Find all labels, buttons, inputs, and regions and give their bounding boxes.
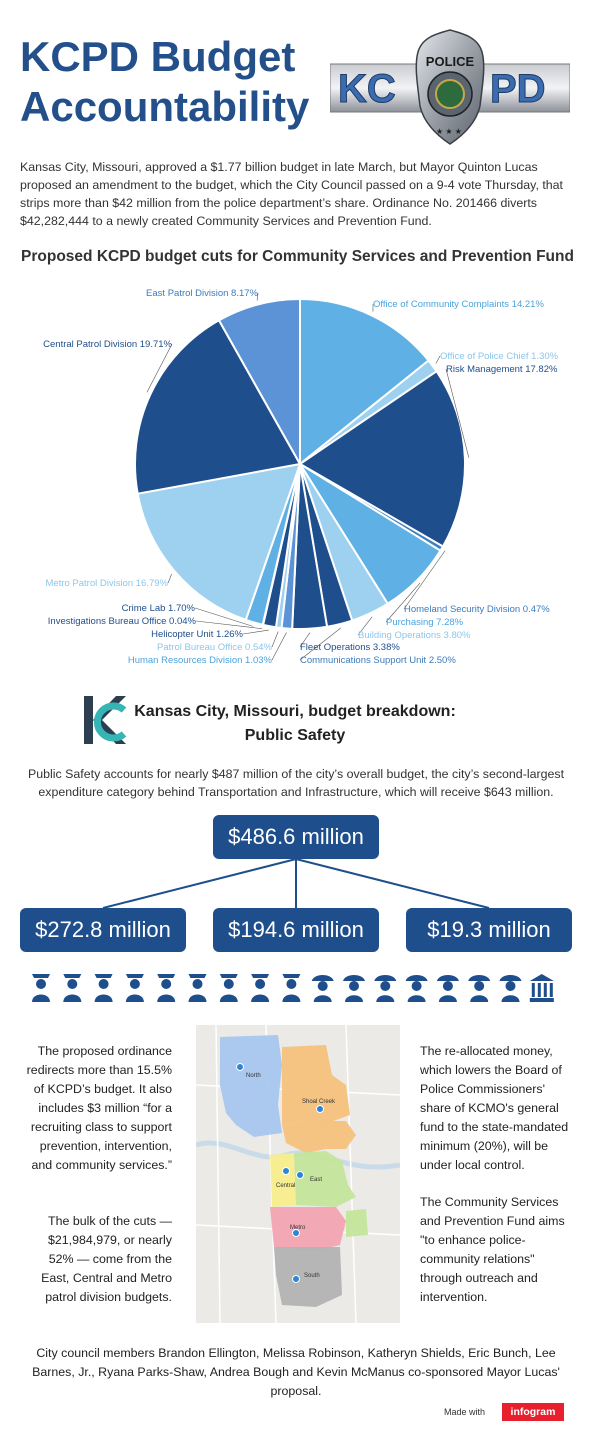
fire-budget-box: $194.6 million bbox=[213, 908, 379, 952]
svg-text:POLICE: POLICE bbox=[426, 54, 475, 69]
firefighter-icon bbox=[468, 975, 491, 1002]
pie-label-risk-management: Risk Management 17.82% bbox=[446, 364, 558, 375]
note-ordinance-redirect: The proposed ordinance redirects more th… bbox=[26, 1044, 172, 1172]
pie-leader-line bbox=[271, 631, 279, 648]
intro-paragraph: Kansas City, Missouri, approved a $1.77 … bbox=[20, 160, 563, 228]
police-officer-icon bbox=[125, 974, 144, 1002]
pie-label-east-patrol-division: East Patrol Division 8.17% bbox=[146, 288, 258, 299]
metro-division-area bbox=[270, 1207, 346, 1251]
pie-leader-line bbox=[256, 292, 259, 301]
north-division-area bbox=[220, 1035, 282, 1137]
footer-cosponsors: City council members Brandon Ellington, … bbox=[32, 1346, 560, 1398]
police-officer-icon bbox=[157, 974, 176, 1002]
map-label-central: Central bbox=[276, 1183, 295, 1189]
kcpd-badge-logo: KC PD POLICE ★ ★ ★ bbox=[330, 29, 570, 145]
map-label-shoal-creek: Shoal Creek bbox=[302, 1099, 336, 1105]
kcmo-logo-icon bbox=[84, 696, 127, 744]
pie-slice-office-of-community-complaints bbox=[299, 297, 430, 467]
pie-leader-line bbox=[385, 582, 421, 623]
pie-slice-risk-management bbox=[298, 369, 466, 548]
patrol-division-map: North Shoal Creek Central East Metro Sou… bbox=[196, 1025, 400, 1323]
pie-leader-line bbox=[445, 368, 470, 458]
pie-label-communications-support-unit: Communications Support Unit 2.50% bbox=[300, 655, 456, 666]
infogram-logo-link[interactable]: infogram bbox=[502, 1403, 564, 1421]
public-safety-total-box: $486.6 million bbox=[213, 815, 379, 859]
pie-label-building-operations: Building Operations 3.80% bbox=[358, 630, 471, 641]
pie-leader-line bbox=[435, 355, 441, 364]
budget-cuts-pie-chart: Office of Community Complaints 14.21% Off… bbox=[43, 288, 559, 666]
public-safety-description: Public Safety accounts for nearly $487 m… bbox=[27, 767, 565, 799]
pie-slice-central-patrol-division bbox=[134, 318, 302, 495]
public-safety-title-line1: Kansas City, Missouri, budget breakdown: bbox=[134, 703, 456, 720]
note-reallocated-money: The re-allocated money, which lowers the… bbox=[420, 1044, 569, 1172]
police-officer-icon bbox=[94, 974, 113, 1002]
municipal-court-icon bbox=[529, 974, 554, 1002]
south-division-area bbox=[274, 1247, 342, 1307]
note-prevention-fund-aim: The Community Services and Prevention Fu… bbox=[420, 1195, 565, 1304]
pie-label-metro-patrol-division: Metro Patrol Division 16.79% bbox=[46, 578, 169, 589]
pie-label-central-patrol-division: Central Patrol Division 19.71% bbox=[43, 339, 172, 350]
pie-label-fleet-operations: Fleet Operations 3.38% bbox=[300, 642, 400, 653]
pie-leader-line bbox=[299, 627, 341, 661]
pie-slice-east-patrol-division bbox=[217, 297, 301, 468]
map-label-south: South bbox=[304, 1273, 320, 1279]
map-label-metro: Metro bbox=[290, 1225, 306, 1231]
pie-label-crime-lab: Crime Lab 1.70% bbox=[122, 603, 196, 614]
police-officer-icon bbox=[188, 974, 207, 1002]
firefighter-icon bbox=[374, 975, 397, 1002]
pie-label-office-of-community-complaints: Office of Community Complaints 14.21% bbox=[373, 299, 544, 310]
firefighter-icon bbox=[343, 975, 365, 1002]
pie-slice-metro-patrol-division bbox=[136, 462, 302, 622]
page-title: KCPD Budget Accountability bbox=[20, 33, 310, 130]
pie-leader-line bbox=[299, 632, 311, 648]
shoal-creek-south-area bbox=[282, 1121, 356, 1153]
pie-label-patrol-bureau-office: Patrol Bureau Office 0.54% bbox=[157, 642, 272, 653]
pie-label-office-of-police-chief: Office of Police Chief 1.30% bbox=[440, 351, 559, 362]
pie-leader-line bbox=[194, 607, 254, 627]
firefighter-icon bbox=[499, 975, 522, 1002]
east-division-area bbox=[294, 1151, 356, 1207]
firefighter-icon bbox=[311, 975, 334, 1002]
pie-leader-line bbox=[195, 620, 263, 629]
pie-leader-line bbox=[167, 573, 172, 584]
map-label-east: East bbox=[310, 1177, 322, 1183]
police-officer-icon bbox=[219, 974, 238, 1002]
svg-text:★ ★ ★: ★ ★ ★ bbox=[436, 127, 462, 136]
pie-leader-line bbox=[242, 629, 269, 635]
firefighter-icon bbox=[405, 975, 428, 1002]
pie-label-helicopter-unit: Helicopter Unit 1.26% bbox=[151, 629, 243, 640]
pie-chart-title: Proposed KCPD budget cuts for Community … bbox=[21, 248, 574, 265]
police-officer-icon bbox=[282, 974, 301, 1002]
public-safety-title: Kansas City, Missouri, budget breakdown:… bbox=[130, 700, 460, 748]
police-officer-icon bbox=[251, 974, 270, 1002]
public-safety-title-line2: Public Safety bbox=[244, 727, 346, 744]
pie-leader-line bbox=[403, 550, 446, 610]
pie-leader-line bbox=[146, 343, 173, 393]
svg-text:PD: PD bbox=[490, 67, 546, 111]
shoal-creek-division-area bbox=[282, 1045, 350, 1125]
central-division-area bbox=[270, 1153, 296, 1207]
pie-leader-line bbox=[271, 632, 287, 661]
pie-label-investigations-bureau-office: Investigations Bureau Office 0.04% bbox=[48, 616, 197, 627]
breakdown-connector-lines bbox=[102, 859, 490, 909]
note-bulk-of-cuts: The bulk of the cuts — $21,984,979, or n… bbox=[41, 1214, 172, 1304]
pictogram-row bbox=[32, 974, 554, 1002]
map-label-north: North bbox=[246, 1073, 261, 1079]
svg-text:KC: KC bbox=[338, 67, 396, 111]
police-budget-box: $272.8 million bbox=[20, 908, 186, 952]
pie-label-purchasing: Purchasing 7.28% bbox=[386, 617, 464, 628]
made-with-label: Made with bbox=[444, 1407, 486, 1417]
pie-label-human-resources-division: Human Resources Division 1.03% bbox=[128, 655, 273, 666]
pie-label-homeland-security-division: Homeland Security Division 0.47% bbox=[404, 604, 550, 615]
police-officer-icon bbox=[32, 974, 50, 1002]
pie-leader-line bbox=[357, 616, 373, 636]
police-officer-icon bbox=[63, 974, 82, 1002]
firefighter-icon bbox=[436, 975, 459, 1002]
court-budget-box: $19.3 million bbox=[406, 908, 572, 952]
